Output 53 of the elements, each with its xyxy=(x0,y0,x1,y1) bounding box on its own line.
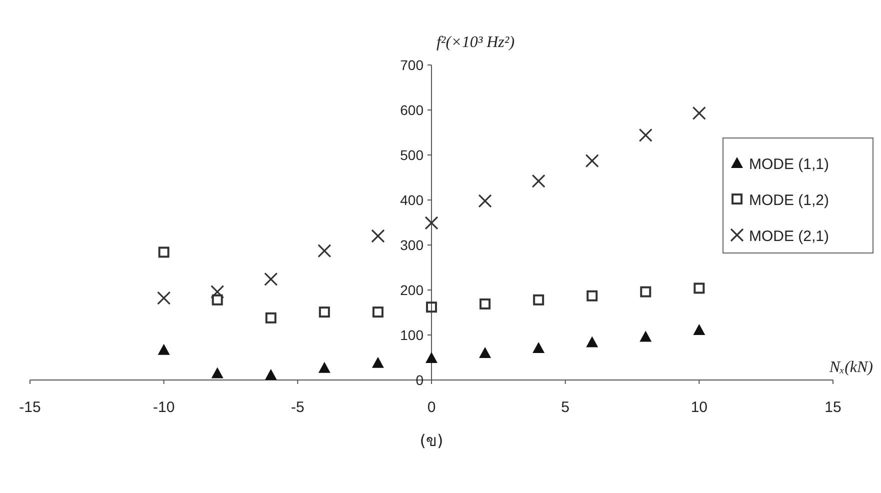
point xyxy=(264,272,278,286)
y-tick-label: 600 xyxy=(400,102,424,118)
point xyxy=(586,336,598,348)
x-tick-label: 10 xyxy=(690,399,708,416)
point xyxy=(426,352,438,363)
point xyxy=(318,244,332,258)
point xyxy=(640,286,652,298)
legend-label: MODE (1,2) xyxy=(749,192,830,209)
x-tick-label: -5 xyxy=(290,399,304,416)
y-tick-label: 500 xyxy=(400,147,424,163)
point xyxy=(692,106,706,120)
y-tick-label: 400 xyxy=(400,192,424,208)
point xyxy=(693,324,706,336)
point xyxy=(426,302,437,313)
x-tick-label: 15 xyxy=(824,399,842,416)
text: (ข) xyxy=(420,431,444,450)
point xyxy=(210,285,224,299)
point xyxy=(533,294,544,306)
y-tick-label: 300 xyxy=(400,237,424,253)
point xyxy=(479,347,492,358)
x-tick-label: -10 xyxy=(152,399,175,416)
point xyxy=(638,128,652,142)
point xyxy=(532,342,545,354)
point xyxy=(585,154,599,168)
x-axis-title: Nₓ(kN) xyxy=(828,359,873,376)
point xyxy=(158,246,170,258)
point xyxy=(264,369,277,380)
point xyxy=(480,298,491,310)
point xyxy=(694,282,705,294)
point xyxy=(157,291,171,305)
legend-label: MODE (2,1) xyxy=(749,228,830,245)
point xyxy=(212,294,223,306)
x-tick-label: 5 xyxy=(561,399,570,416)
point xyxy=(318,306,330,318)
point xyxy=(372,306,384,318)
point xyxy=(158,344,170,355)
point xyxy=(372,356,384,368)
x-tick-label: 0 xyxy=(427,399,436,416)
y-tick-label: 100 xyxy=(400,327,424,343)
point xyxy=(640,330,652,342)
x-tick-label: -15 xyxy=(19,399,41,416)
point xyxy=(478,194,492,208)
point xyxy=(532,174,546,188)
point xyxy=(586,290,598,302)
y-axis-title: f²(×10³ Hz²) xyxy=(436,34,515,51)
point xyxy=(211,367,224,378)
y-tick-label: 700 xyxy=(400,57,424,73)
point xyxy=(318,362,330,373)
point xyxy=(265,312,276,324)
y-tick-label: 200 xyxy=(400,282,424,298)
legend-label: MODE (1,1) xyxy=(749,156,830,173)
point xyxy=(371,229,385,243)
point xyxy=(424,216,438,230)
